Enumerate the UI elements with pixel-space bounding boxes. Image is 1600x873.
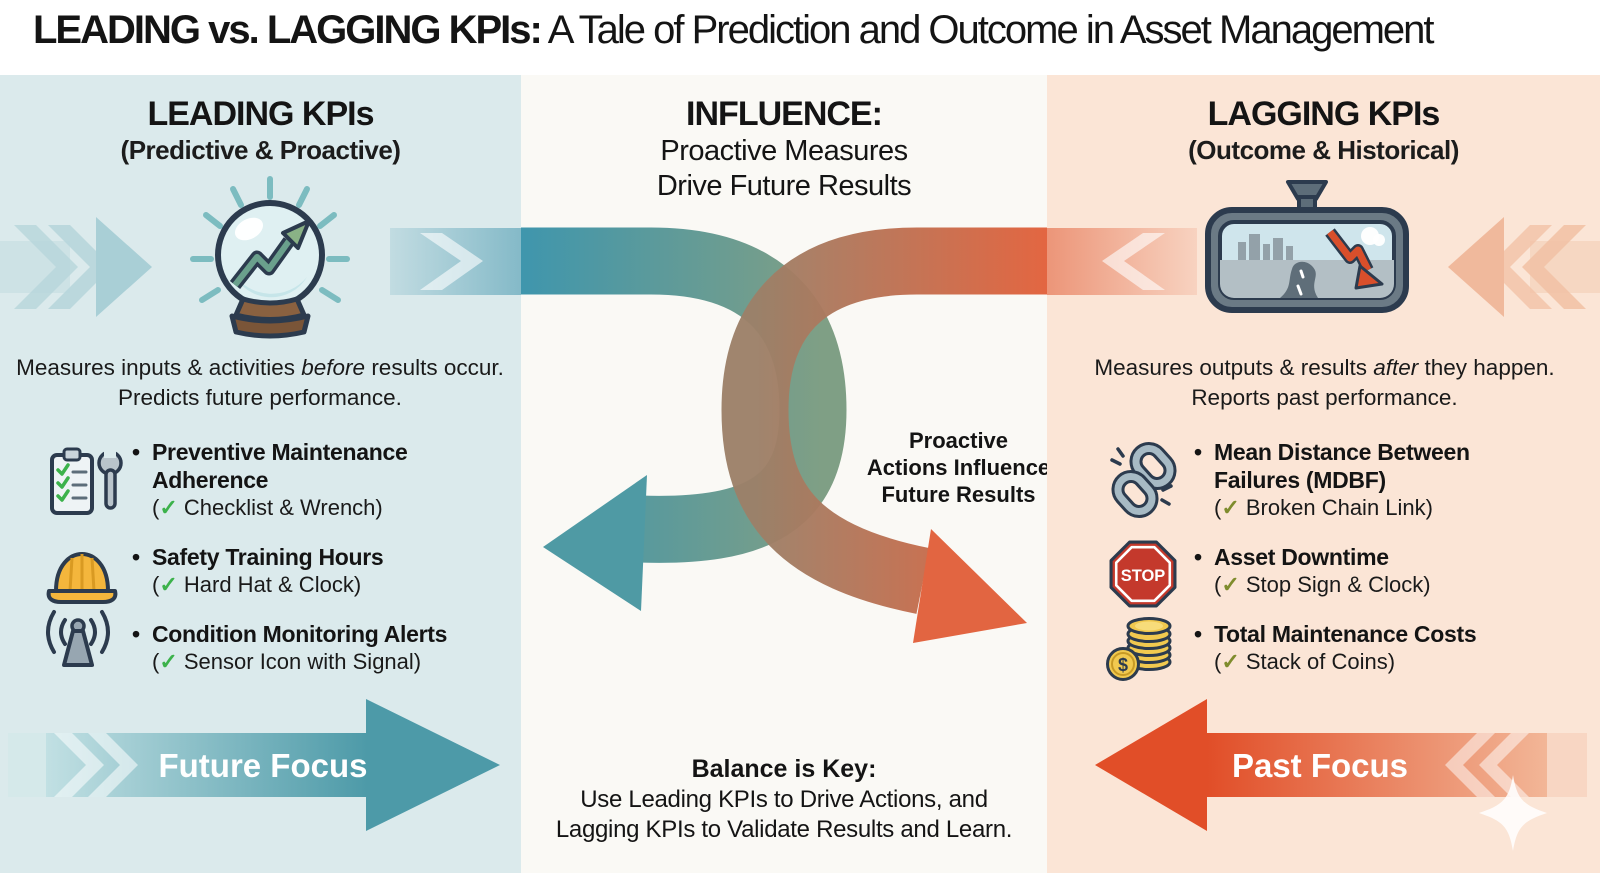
chevrons-right-icon [0,217,152,317]
check-icon: ✓ [159,495,178,520]
crystal-ball-icon [190,176,350,339]
stop-sign-label: STOP [1121,567,1166,585]
kpi-title: • Preventive Maintenance Adherence [132,439,408,493]
kpi-note: (✓ Sensor Icon with Signal) [152,649,422,674]
check-icon: ✓ [159,649,178,674]
influence-subline: Drive Future Results [656,170,912,202]
title-bar: LEADING vs. LAGGING KPIs: A Tale of Pred… [0,0,1600,75]
page-title-rest: A Tale of Prediction and Outcome in Asse… [540,8,1435,52]
balance-footer-title: Balance is Key: [691,755,877,783]
page-title: LEADING vs. LAGGING KPIs: A Tale of Pred… [33,8,1435,53]
kpi-note: (✓ Hard Hat & Clock) [152,572,362,597]
leading-description: Measures inputs & activities before resu… [16,355,504,411]
hard-hat-icon [46,552,118,604]
balance-footer: Balance is Key: Use Leading KPIs to Driv… [521,753,1047,845]
sparkle-icon [1479,775,1547,851]
chevrons-left-icon [1448,217,1600,317]
broken-chain-icon [1110,442,1177,518]
ribbon-entry-band-right [1047,228,1197,295]
leading-subheading: (Predictive & Proactive) [120,135,401,165]
check-icon: ✓ [1221,649,1240,674]
influence-heading: INFLUENCE: [686,95,883,133]
sensor-signal-icon [46,610,110,667]
influence-panel: INFLUENCE: Proactive Measures Drive Futu… [521,75,1050,873]
coin-stack-icon: $ [1106,617,1172,681]
rear-view-mirror-icon [1205,180,1409,313]
lagging-subheading: (Outcome & Historical) [1188,135,1459,165]
page-title-bold: LEADING vs. LAGGING KPIs: [33,8,543,52]
kpi-note: (✓ Broken Chain Link) [1214,495,1433,520]
kpi-title: • Total Maintenance Costs [1194,621,1477,647]
stop-sign-icon: STOP [1109,540,1177,608]
influence-subline: Proactive Measures [660,135,908,167]
checklist-wrench-icon [50,447,123,515]
past-focus-label: Past Focus [1232,747,1408,784]
kpi-title: • Safety Training Hours [132,544,384,570]
kpi-note: (✓ Stop Sign & Clock) [1214,572,1431,597]
leading-heading: LEADING KPIs [147,95,374,133]
check-icon: ✓ [1221,495,1240,520]
future-focus-arrow: Future Focus [8,699,500,831]
kpi-note: (✓ Checklist & Wrench) [152,495,383,520]
dollar-symbol: $ [1118,655,1128,675]
lagging-kpis-panel: LAGGING KPIs (Outcome & Historical) [1047,75,1600,873]
kpi-note: (✓ Stack of Coins) [1214,649,1396,674]
kpi-title: • Mean Distance Between Failures (MDBF) [1194,439,1470,493]
check-icon: ✓ [1221,572,1240,597]
future-focus-label: Future Focus [158,747,367,784]
kpi-title: • Condition Monitoring Alerts [132,621,448,647]
influence-header: INFLUENCE: Proactive Measures Drive Futu… [521,95,1047,204]
ribbon-entry-band-left [390,228,521,295]
crossing-arrows-icon [521,227,1047,643]
check-icon: ✓ [159,572,178,597]
leading-kpis-panel: LEADING KPIs (Predictive & Proactive) [0,75,521,873]
lagging-heading: LAGGING KPIs [1207,95,1441,133]
kpi-title: • Asset Downtime [1194,544,1389,570]
past-focus-arrow: Past Focus [1095,699,1587,851]
ribbon-caption: Proactive Actions Influence Future Resul… [866,428,1051,507]
lagging-description: Measures outputs & results after they ha… [1094,355,1555,411]
